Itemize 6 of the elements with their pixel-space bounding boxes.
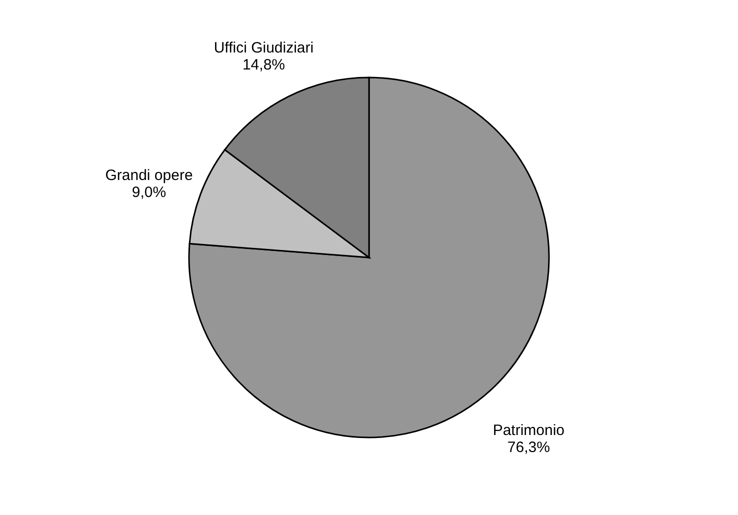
data-label: 14,8% bbox=[242, 56, 285, 74]
data-label: 9,0% bbox=[132, 184, 166, 201]
slice-label: Grandi opere bbox=[105, 166, 193, 184]
slice-label: Uffici Giudiziari bbox=[214, 39, 314, 56]
slice-label: Patrimonio bbox=[492, 422, 565, 439]
data-label: 76,3% bbox=[507, 438, 550, 456]
